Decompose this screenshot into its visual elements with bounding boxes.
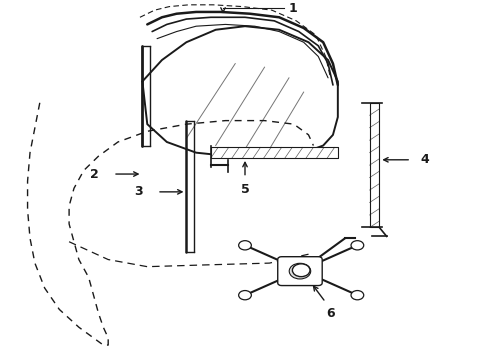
Circle shape (289, 263, 311, 279)
Circle shape (293, 264, 310, 276)
Text: 1: 1 (289, 2, 298, 15)
Text: 3: 3 (134, 185, 143, 198)
Circle shape (351, 241, 364, 250)
Text: 6: 6 (326, 307, 335, 320)
Circle shape (239, 291, 251, 300)
Text: 5: 5 (241, 183, 249, 196)
FancyBboxPatch shape (278, 257, 322, 285)
Text: 2: 2 (90, 167, 98, 181)
Circle shape (351, 291, 364, 300)
Text: 4: 4 (421, 153, 430, 166)
Circle shape (239, 241, 251, 250)
